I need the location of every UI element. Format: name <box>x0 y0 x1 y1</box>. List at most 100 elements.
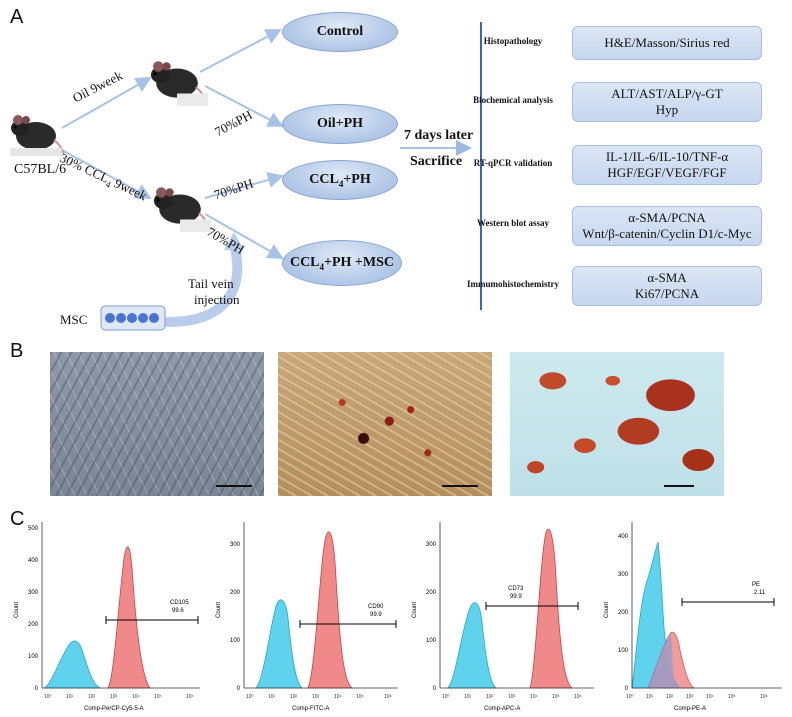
svg-text:10⁵: 10⁵ <box>154 694 162 700</box>
svg-text:10³: 10³ <box>686 694 694 700</box>
panel-a-letter: A <box>10 6 24 28</box>
svg-text:10⁴: 10⁴ <box>334 694 342 700</box>
assay-box: ALT/AST/ALP/γ-GT Hyp <box>572 82 762 122</box>
assay-box: α-SMA Ki67/PCNA <box>572 266 762 306</box>
svg-text:10⁵: 10⁵ <box>356 694 364 700</box>
flow-histogram-cd90: Count 0 100 200 300 CD90 99.9 10⁰ 10¹ 10² … <box>212 518 404 712</box>
y-tick-label: 100 <box>28 654 39 660</box>
svg-text:10⁶: 10⁶ <box>384 694 392 700</box>
arrow-to-control <box>199 29 282 73</box>
group-ccl4-ph: CCL4+PH <box>282 160 398 200</box>
svg-text:10⁶: 10⁶ <box>186 694 194 700</box>
svg-text:10⁴: 10⁴ <box>530 694 538 700</box>
assay-box: IL-1/IL-6/IL-10/TNF-α HGF/EGF/VEGF/FGF <box>572 145 762 185</box>
arrow-to-ccl4-mouse <box>61 149 152 199</box>
control-histogram <box>43 640 101 689</box>
svg-text:10⁴: 10⁴ <box>132 694 140 700</box>
stained-histogram <box>307 531 354 689</box>
y-tick-label: 300 <box>618 572 629 578</box>
cell-dish-icon <box>100 305 166 331</box>
y-tick-label: 500 <box>28 526 39 532</box>
stained-histogram <box>529 528 574 689</box>
assay-label: Biochemical analysis <box>473 95 553 105</box>
y-axis-label: Count <box>604 602 610 618</box>
arrow-to-ccl4-ph <box>204 172 284 199</box>
y-axis-label: Count <box>14 602 20 618</box>
gate-percent-label: 99.9 <box>510 594 522 600</box>
stained-histogram <box>107 546 151 689</box>
svg-text:10²: 10² <box>88 694 96 700</box>
mouse-icon <box>10 115 65 156</box>
adipogenic-stain-image <box>278 352 492 496</box>
svg-text:10⁰: 10⁰ <box>44 694 52 700</box>
svg-text:10⁶: 10⁶ <box>574 694 582 700</box>
y-tick-label: 0 <box>625 686 629 692</box>
y-tick-label: 200 <box>230 590 241 596</box>
svg-text:10⁶: 10⁶ <box>760 694 768 700</box>
svg-text:10³: 10³ <box>110 694 118 700</box>
svg-text:10¹: 10¹ <box>464 694 472 700</box>
arrow-to-oil-mouse <box>61 77 152 129</box>
days-later-label: 7 days later <box>404 128 474 143</box>
svg-text:10³: 10³ <box>312 694 320 700</box>
control-histogram <box>255 599 304 689</box>
gate-percent-label: 99.9 <box>370 612 382 618</box>
y-tick-label: 300 <box>426 542 437 548</box>
gate-marker-label: CD105 <box>170 600 189 606</box>
flow-histogram-pe: Count 0 100 200 300 400 PE 2.11 10⁰ 10¹ 10… <box>600 518 786 712</box>
assay-label: Immumohistochemistry <box>467 279 559 289</box>
gate-marker-label: PE <box>752 582 760 588</box>
svg-text:10¹: 10¹ <box>66 694 74 700</box>
x-axis-label: Comp-APC-A <box>484 706 520 712</box>
y-tick-label: 200 <box>426 590 437 596</box>
y-tick-label: 0 <box>237 686 241 692</box>
y-tick-label: 0 <box>433 686 437 692</box>
msc-morphology-image <box>50 352 264 496</box>
assay-label: Histopathology <box>483 36 543 46</box>
injection-arrow <box>163 239 243 327</box>
svg-text:10²: 10² <box>666 694 674 700</box>
mouse-icon <box>150 61 209 106</box>
svg-text:10⁵: 10⁵ <box>552 694 560 700</box>
y-tick-label: 300 <box>230 542 241 548</box>
svg-text:10⁰: 10⁰ <box>442 694 450 700</box>
msc-label: MSC <box>60 312 88 327</box>
x-axis-label: Comp-PE-A <box>674 706 706 712</box>
svg-text:10²: 10² <box>486 694 494 700</box>
y-tick-label: 200 <box>618 610 629 616</box>
gate-percent-label: 99.6 <box>172 608 184 614</box>
osteogenic-stain-image <box>510 352 724 496</box>
mouse-icon <box>153 187 212 232</box>
y-tick-label: 400 <box>618 534 629 540</box>
group-control: Control <box>282 12 398 52</box>
gate-percent-label: 2.11 <box>754 590 766 596</box>
group-oil-ph: Oil+PH <box>282 104 398 144</box>
y-tick-label: 0 <box>35 686 39 692</box>
flow-histogram-cd105: Count 0 100 200 300 400 500 CD105 99.6 1… <box>10 518 206 712</box>
svg-text:10³: 10³ <box>508 694 516 700</box>
sacrifice-label: Sacrifice <box>410 154 463 169</box>
assay-label: Western blot assay <box>477 218 549 228</box>
gate-marker-label: CD90 <box>368 604 384 610</box>
arrow-to-ccl4-msc <box>204 213 284 259</box>
injection-label: injection <box>194 292 240 307</box>
gate-marker-label: CD73 <box>508 586 524 592</box>
y-tick-label: 100 <box>426 638 437 644</box>
arrow-to-oil-ph <box>204 85 284 127</box>
group-ccl4-ph-msc: CCL4+PH +MSC <box>282 240 402 286</box>
strain-label: C57BL/6 <box>14 162 67 177</box>
svg-text:10¹: 10¹ <box>646 694 654 700</box>
control-histogram <box>447 602 498 689</box>
x-axis-label: Comp-PerCP-Cy5-5-A <box>84 706 144 712</box>
flow-histogram-cd73: Count 0 100 200 300 CD73 99.9 10⁰ 10¹ 10² … <box>408 518 600 712</box>
assay-box: H&E/Masson/Sirius red <box>572 26 762 60</box>
tail-vein-label: Tail vein <box>188 276 234 291</box>
panel-a-arrows <box>61 22 482 327</box>
x-axis-label: Comp-FITC-A <box>292 706 329 712</box>
assay-box: α-SMA/PCNA Wnt/β-catenin/Cyclin D1/c-Myc <box>572 206 762 246</box>
y-tick-label: 300 <box>28 590 39 596</box>
svg-text:10⁵: 10⁵ <box>728 694 736 700</box>
y-tick-label: 100 <box>230 638 241 644</box>
assay-label: RT-qPCR validation <box>473 158 553 168</box>
panel-b-letter: B <box>10 340 24 362</box>
